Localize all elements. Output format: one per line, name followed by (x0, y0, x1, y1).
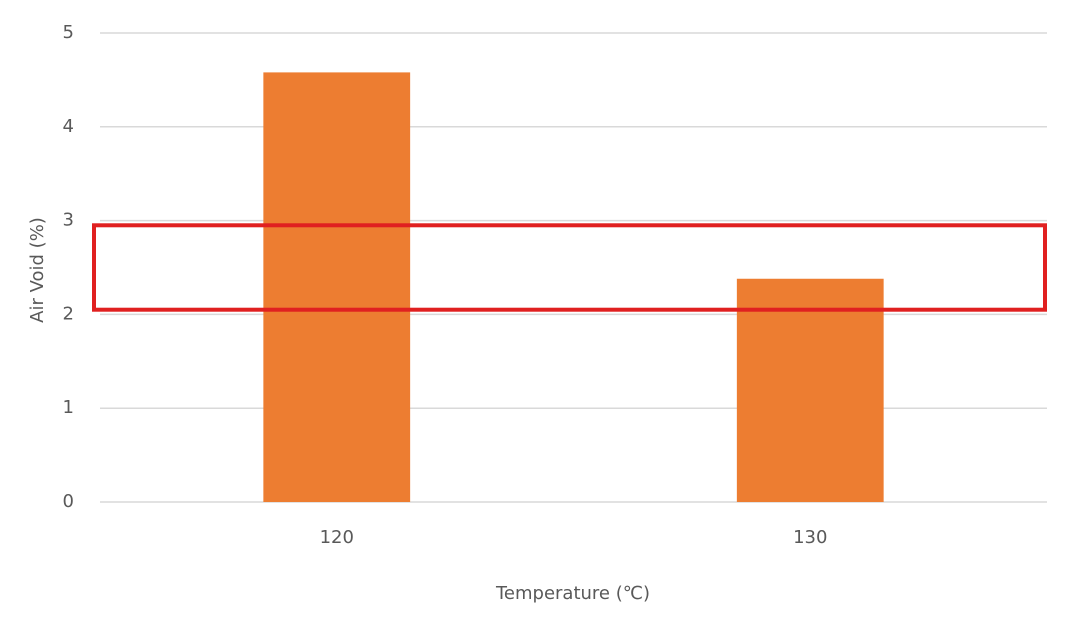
y-tick-label: 4 (63, 116, 74, 137)
y-tick-label: 2 (63, 303, 74, 324)
x-tick-label: 120 (320, 527, 354, 548)
highlight-box (92, 223, 1047, 312)
x-axis-label: Temperature (℃) (495, 583, 650, 604)
y-tick-label: 3 (63, 210, 74, 231)
y-tick-label: 0 (63, 491, 74, 512)
y-tick-label: 1 (63, 397, 74, 418)
bar (263, 72, 411, 502)
y-tick-label: 5 (63, 22, 74, 43)
bar (736, 278, 884, 502)
y-axis-label: Air Void (%) (27, 217, 48, 323)
x-tick-label: 130 (793, 527, 827, 548)
